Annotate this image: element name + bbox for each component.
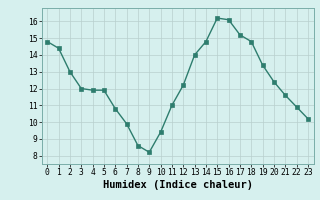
X-axis label: Humidex (Indice chaleur): Humidex (Indice chaleur) [103, 180, 252, 190]
